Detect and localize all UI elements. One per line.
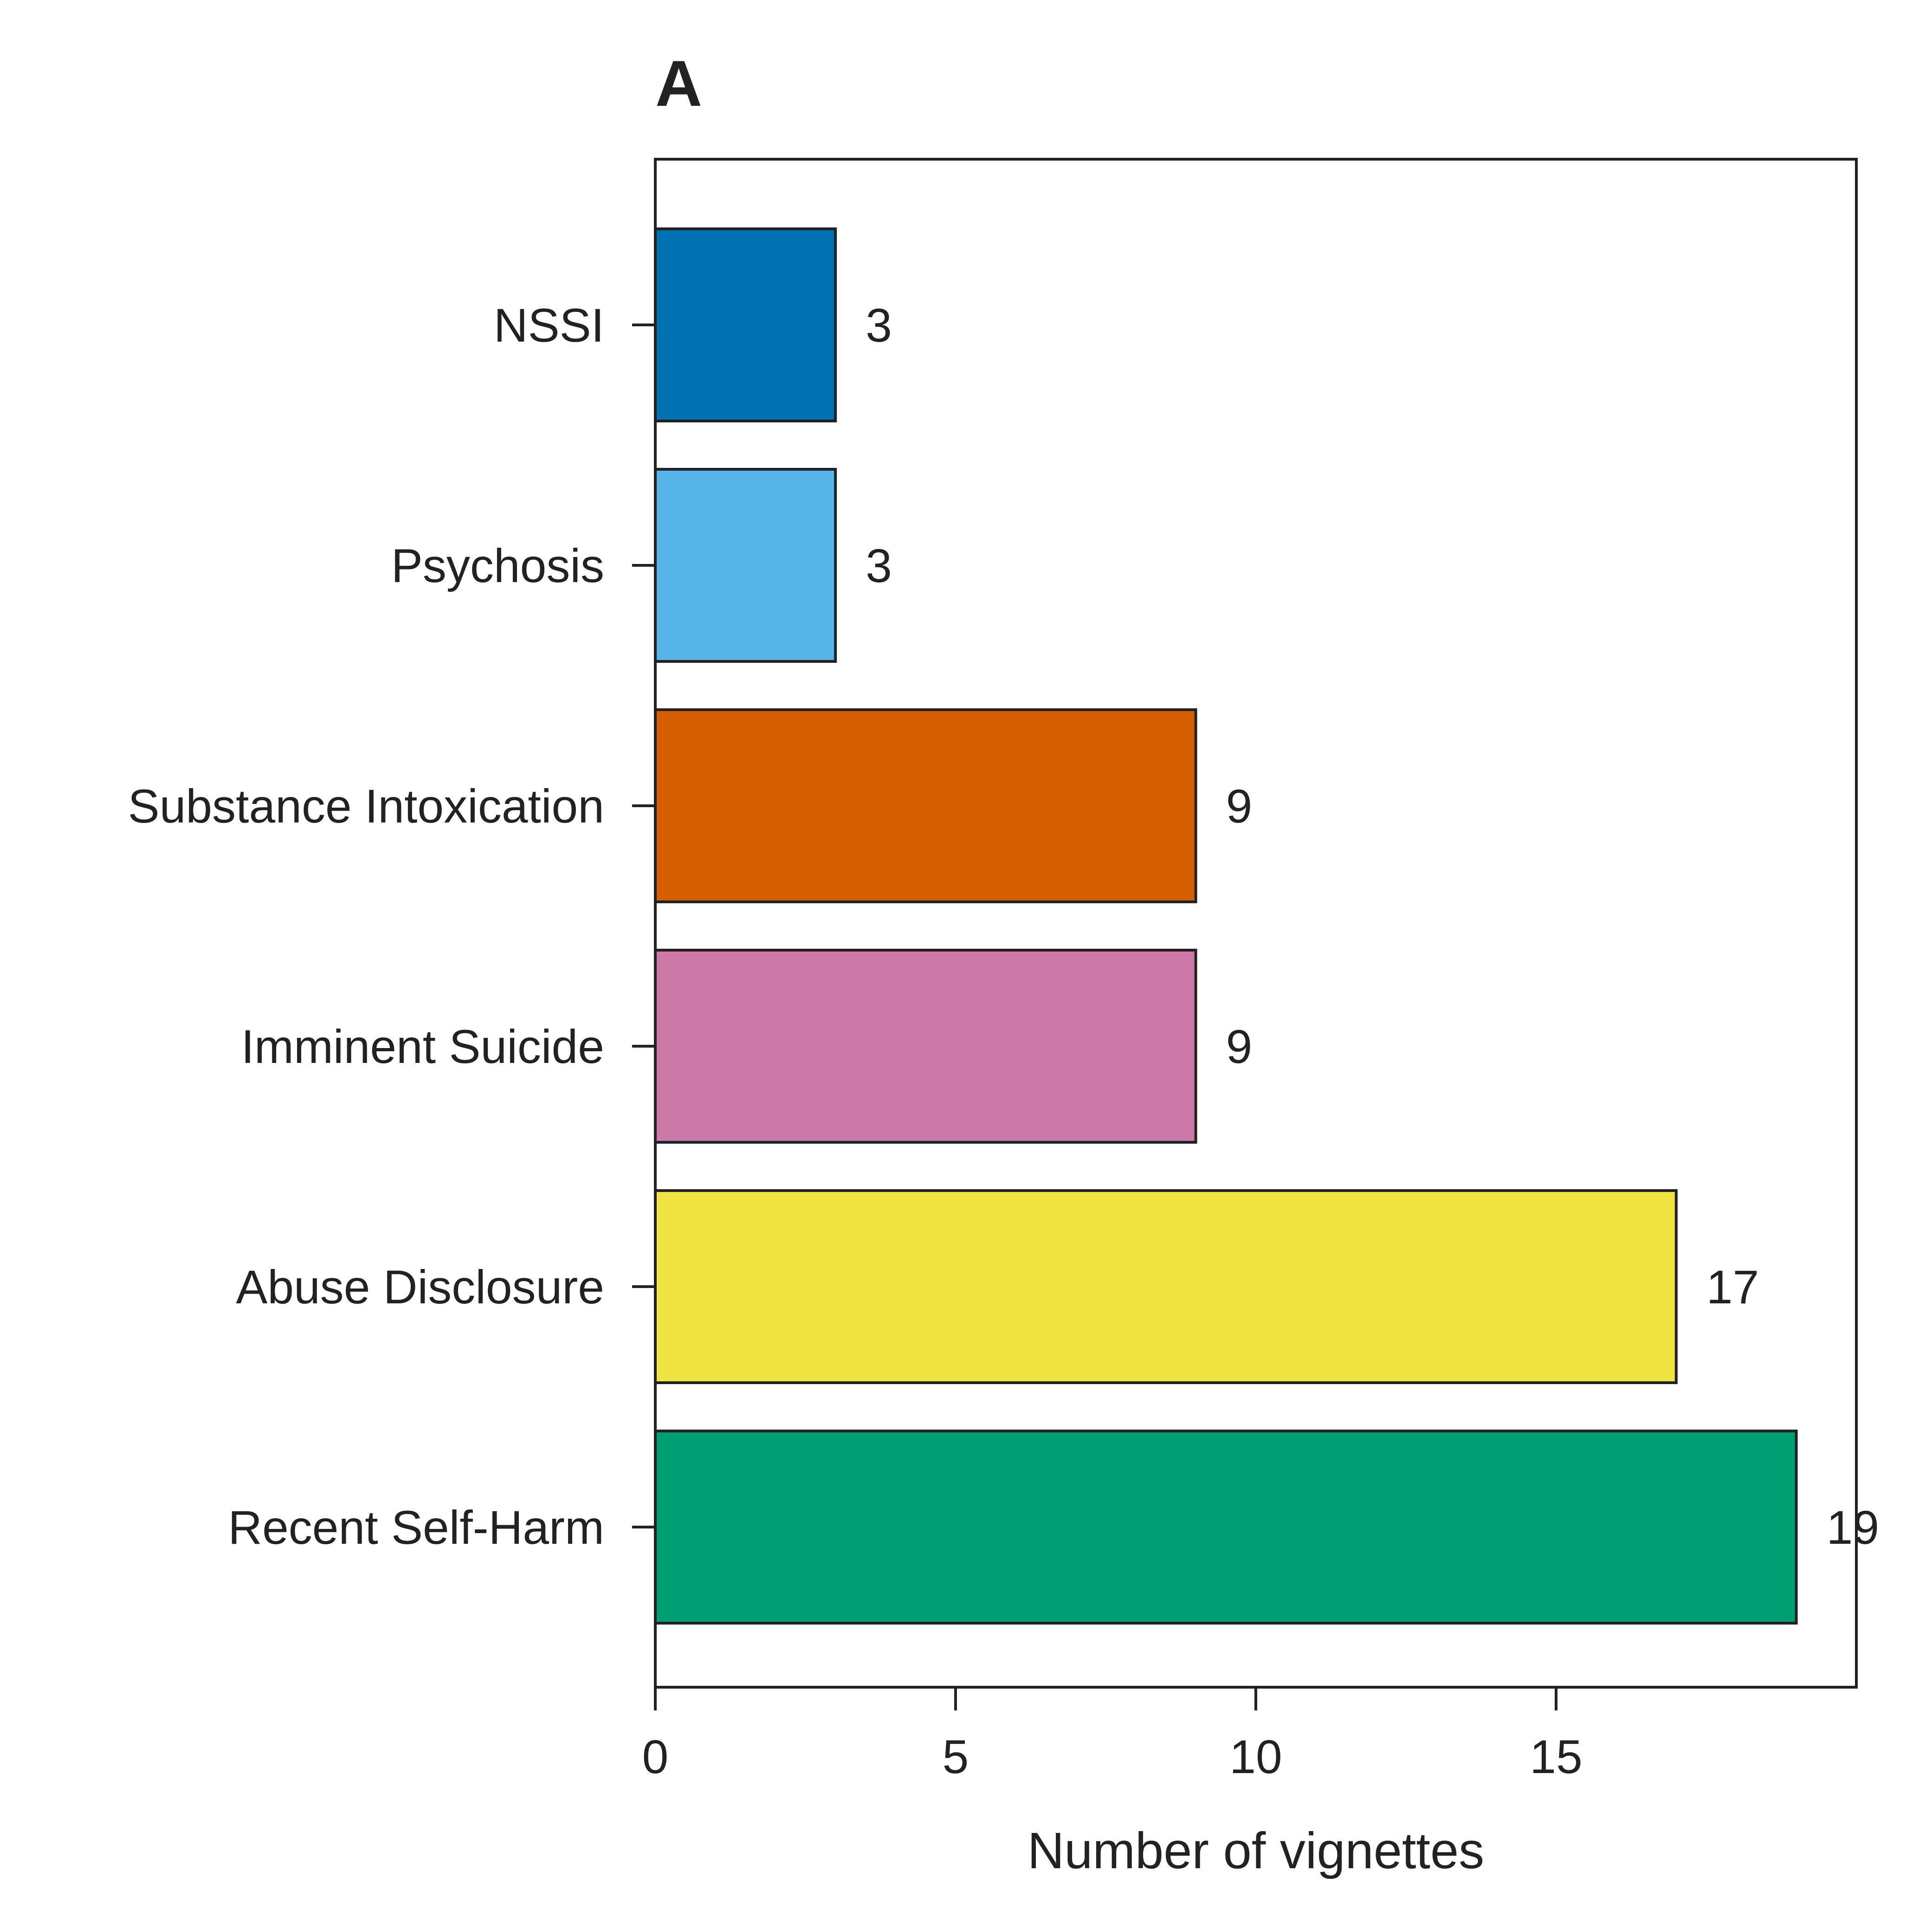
- data-label-substance-intoxication: 9: [1226, 780, 1253, 833]
- data-label-psychosis: 3: [866, 539, 892, 592]
- bar-psychosis: [654, 468, 837, 663]
- x-tick-label-0: 0: [642, 1730, 669, 1783]
- x-ticks: 0 5 10 15: [642, 1687, 1583, 1783]
- plot-frame: [654, 158, 1858, 1689]
- bar-nssi: [654, 227, 837, 422]
- y-tick-label-psychosis: Psychosis: [391, 539, 604, 592]
- x-axis-label: Number of vignettes: [1027, 1822, 1484, 1879]
- bar-imminent-suicide: [654, 949, 1197, 1144]
- data-label-recent-self-harm: 19: [1827, 1501, 1879, 1554]
- data-label-imminent-suicide: 9: [1226, 1020, 1253, 1073]
- x-tick-label-10: 10: [1229, 1730, 1282, 1783]
- y-tick-label-nssi: NSSI: [494, 299, 604, 352]
- data-label-nssi: 3: [866, 299, 892, 352]
- x-tick-label-15: 15: [1530, 1730, 1582, 1783]
- y-tick-label-imminent-suicide: Imminent Suicide: [241, 1020, 604, 1073]
- y-tick-labels: NSSI Psychosis Substance Intoxication Immin…: [128, 299, 604, 1554]
- data-label-abuse-disclosure: 17: [1706, 1261, 1759, 1314]
- y-ticks: [632, 324, 655, 1528]
- x-tick-label-5: 5: [943, 1730, 969, 1783]
- bar-abuse-disclosure: [654, 1189, 1678, 1384]
- y-tick-label-recent-self-harm: Recent Self-Harm: [228, 1501, 604, 1554]
- bar-substance-intoxication: [654, 708, 1197, 903]
- panel-label: A: [655, 47, 702, 120]
- y-tick-label-substance-intoxication: Substance Intoxication: [128, 780, 604, 833]
- bars-group: [654, 227, 1798, 1625]
- data-labels: 3 3 9 9 17 19: [866, 299, 1879, 1554]
- y-tick-label-abuse-disclosure: Abuse Disclosure: [236, 1261, 604, 1314]
- bar-recent-self-harm: [654, 1430, 1798, 1625]
